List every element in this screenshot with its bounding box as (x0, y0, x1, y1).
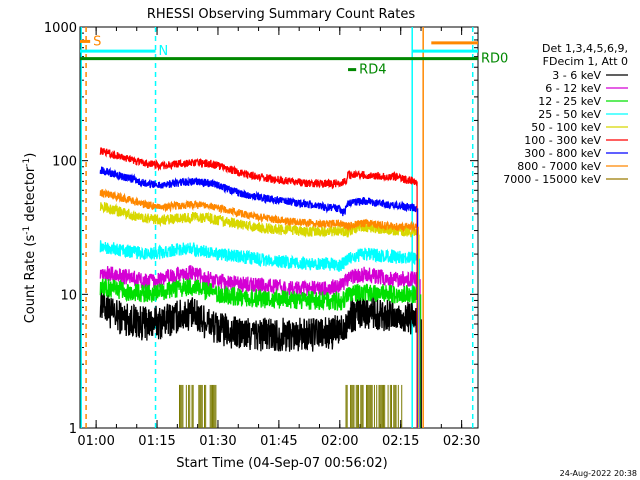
x-tick-label: 01:00 (77, 434, 114, 449)
legend: Det 1,3,4,5,6,9, FDecim 1, Att 0 3 - 6 k… (503, 42, 628, 186)
plot-area: 1 10 100 1000 01:00 01:15 01:30 01:45 02:00 02:15… (44, 21, 508, 449)
series-line (99, 166, 418, 217)
flag-label: RD4 (359, 63, 386, 78)
y-tick-label: 100 (52, 155, 77, 170)
legend-header-line-2: FDecim 1, Att 0 (543, 55, 628, 68)
series-line (99, 278, 418, 311)
chart-title: RHESSI Observing Summary Count Rates (147, 7, 416, 22)
y-axis-label: Count Rate (s-1 detector-1) (22, 153, 38, 324)
flag-label: N (159, 44, 169, 59)
series-line (99, 240, 418, 272)
legend-entry-label: 800 - 7000 keV (517, 160, 601, 173)
y-tick-label: 1000 (44, 21, 77, 36)
legend-entry-label: 50 - 100 keV (531, 121, 601, 134)
legend-entry-label: 7000 - 15000 keV (503, 173, 601, 186)
series-line (99, 202, 418, 238)
x-tick-label: 02:15 (382, 434, 419, 449)
series-line (99, 147, 418, 190)
flag-label: S (93, 34, 101, 49)
legend-entry-label: 100 - 300 keV (524, 134, 601, 147)
legend-entry-label: 3 - 6 keV (552, 69, 601, 82)
y-tick-label: 10 (60, 288, 77, 303)
x-tick-label: 02:00 (321, 434, 358, 449)
flag-label: RD0 (481, 52, 508, 67)
series-line (99, 188, 418, 233)
series-line (99, 284, 418, 352)
legend-header-line-1: Det 1,3,4,5,6,9, (542, 42, 628, 55)
legend-entry-label: 300 - 800 keV (524, 147, 601, 160)
y-tick-label: 1 (69, 422, 77, 437)
x-tick-label: 01:15 (138, 434, 175, 449)
x-tick-label: 02:30 (443, 434, 480, 449)
legend-entry-label: 12 - 25 keV (538, 95, 601, 108)
legend-entry-label: 6 - 12 keV (545, 82, 601, 95)
x-tick-label: 01:30 (199, 434, 236, 449)
legend-entry-label: 25 - 50 keV (538, 108, 601, 121)
x-axis-label: Start Time (04-Sep-07 00:56:02) (176, 456, 387, 471)
x-tick-label: 01:45 (260, 434, 297, 449)
timestamp: 24-Aug-2022 20:38 (560, 469, 637, 478)
